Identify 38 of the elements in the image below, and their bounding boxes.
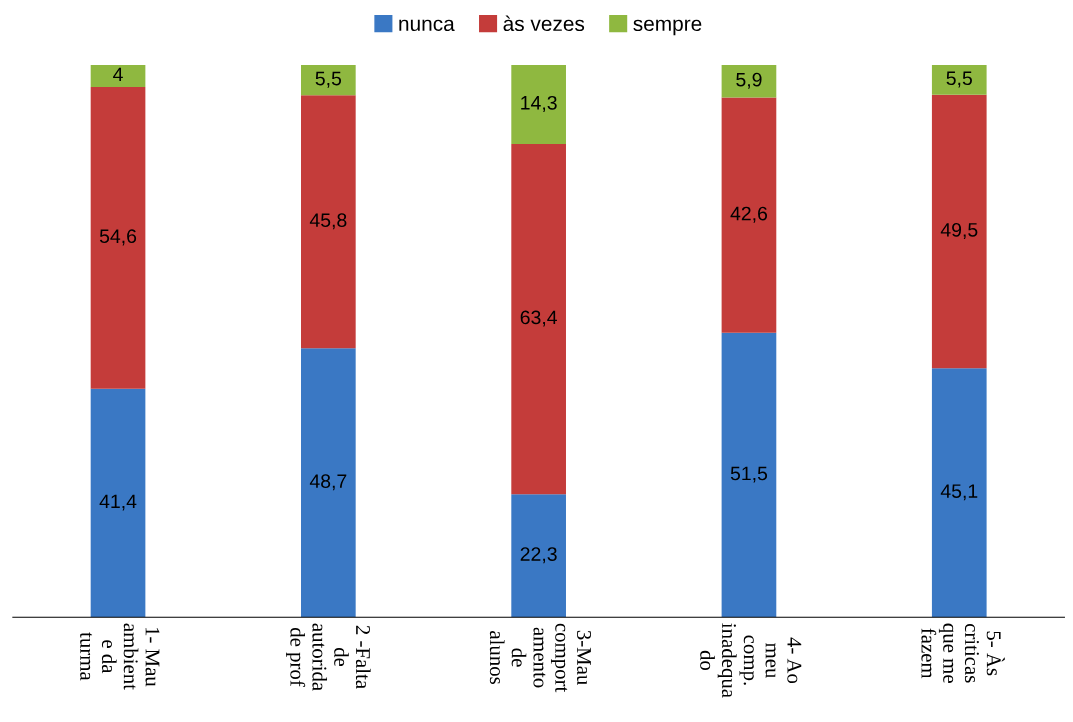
data-label: 22,3	[520, 547, 557, 564]
data-label: 41,4	[99, 494, 137, 511]
x-tick-label: 5- Às criticas que me fazem	[921, 623, 1005, 683]
bar	[511, 143, 566, 495]
x-tick-label: 4- Ao meu comp. inadequa do	[700, 623, 802, 698]
data-label: 5,5	[946, 71, 972, 88]
bar	[301, 64, 356, 96]
data-label: 45,1	[940, 484, 978, 501]
data-label: 14,3	[521, 95, 557, 112]
data-label: 42,6	[730, 206, 768, 223]
bar	[90, 87, 146, 389]
bar	[511, 64, 566, 144]
bar	[301, 348, 356, 618]
bar	[511, 494, 566, 618]
x-tick-label: 3-Mau comport amento de alunos	[489, 623, 591, 693]
bar	[90, 64, 146, 88]
bar	[931, 368, 987, 618]
legend-label: nunca	[399, 19, 455, 32]
data-label: 51,5	[730, 466, 768, 483]
data-label: 63,4	[520, 310, 557, 327]
data-label: 5,9	[736, 72, 762, 89]
bar	[931, 64, 987, 95]
bar	[721, 332, 777, 618]
data-label: 45,8	[309, 213, 347, 230]
data-label: 5,5	[315, 71, 342, 88]
legend-label: às vezes	[503, 15, 585, 32]
x-tick-label: 2 -Falta de autorida de prof	[286, 623, 371, 691]
bar	[721, 97, 777, 333]
bar	[301, 95, 356, 349]
bar	[90, 388, 146, 618]
data-label: 48,7	[309, 474, 347, 491]
data-label: 4	[113, 67, 123, 82]
legend-label: sempre	[633, 19, 702, 36]
bar	[931, 94, 987, 369]
bar	[721, 64, 777, 98]
data-label: 49,5	[940, 222, 978, 240]
data-label: 54,6	[99, 229, 137, 246]
x-tick-label: 1- Mau ambient e da turma	[80, 623, 160, 690]
